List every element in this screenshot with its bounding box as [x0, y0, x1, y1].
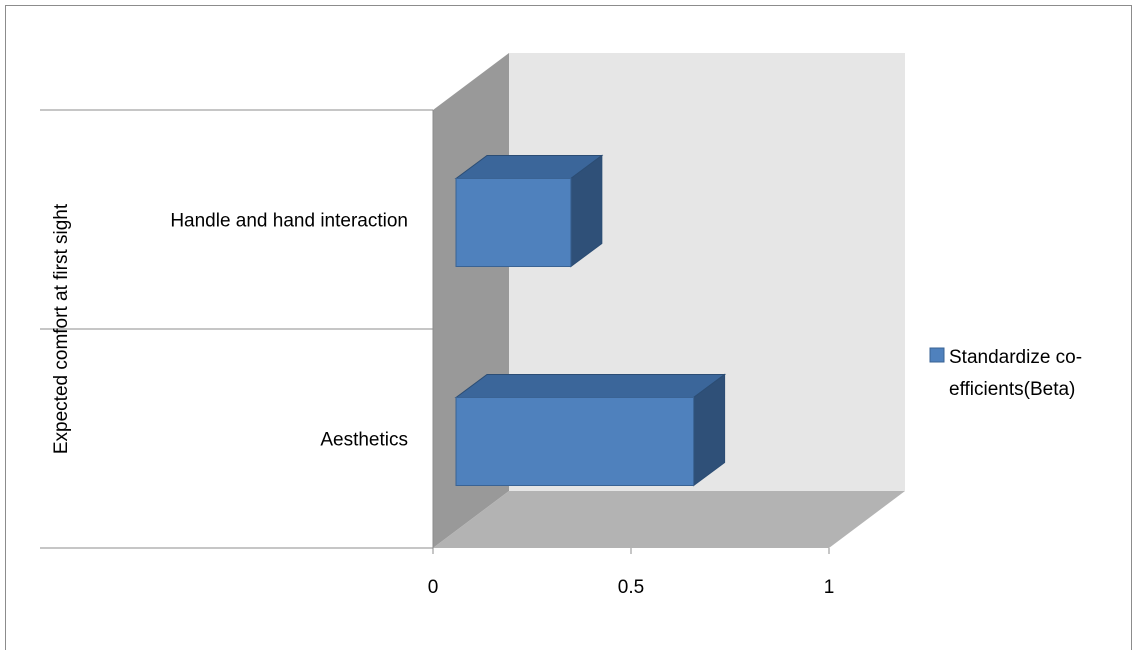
category-labels: Handle and hand interaction Aesthetics: [170, 211, 408, 451]
group-axis-label: Expected comfort at first sight: [51, 203, 72, 454]
legend-label-line-2: efficients(Beta): [949, 379, 1075, 400]
category-label: Handle and hand interaction: [170, 211, 408, 232]
chart-axes: [40, 109, 830, 554]
legend-label-line-1: Standardize co-: [949, 347, 1082, 368]
x-tick-label: 1: [824, 577, 835, 598]
legend: Standardize co- efficients(Beta): [929, 347, 1082, 400]
bar-series: [454, 154, 727, 487]
chart-frame: [5, 5, 1132, 650]
bar-front: [455, 178, 572, 267]
bar: [454, 373, 727, 487]
category-label: Aesthetics: [320, 430, 408, 451]
x-tick-label: 0: [428, 577, 439, 598]
bar-front: [455, 397, 695, 486]
legend-swatch: [929, 347, 945, 363]
floor: [433, 491, 905, 548]
bar-top: [454, 374, 727, 398]
x-tick-labels: 0 0.5 1: [428, 577, 835, 598]
bar: [454, 154, 604, 268]
x-tick-label: 0.5: [618, 577, 644, 598]
